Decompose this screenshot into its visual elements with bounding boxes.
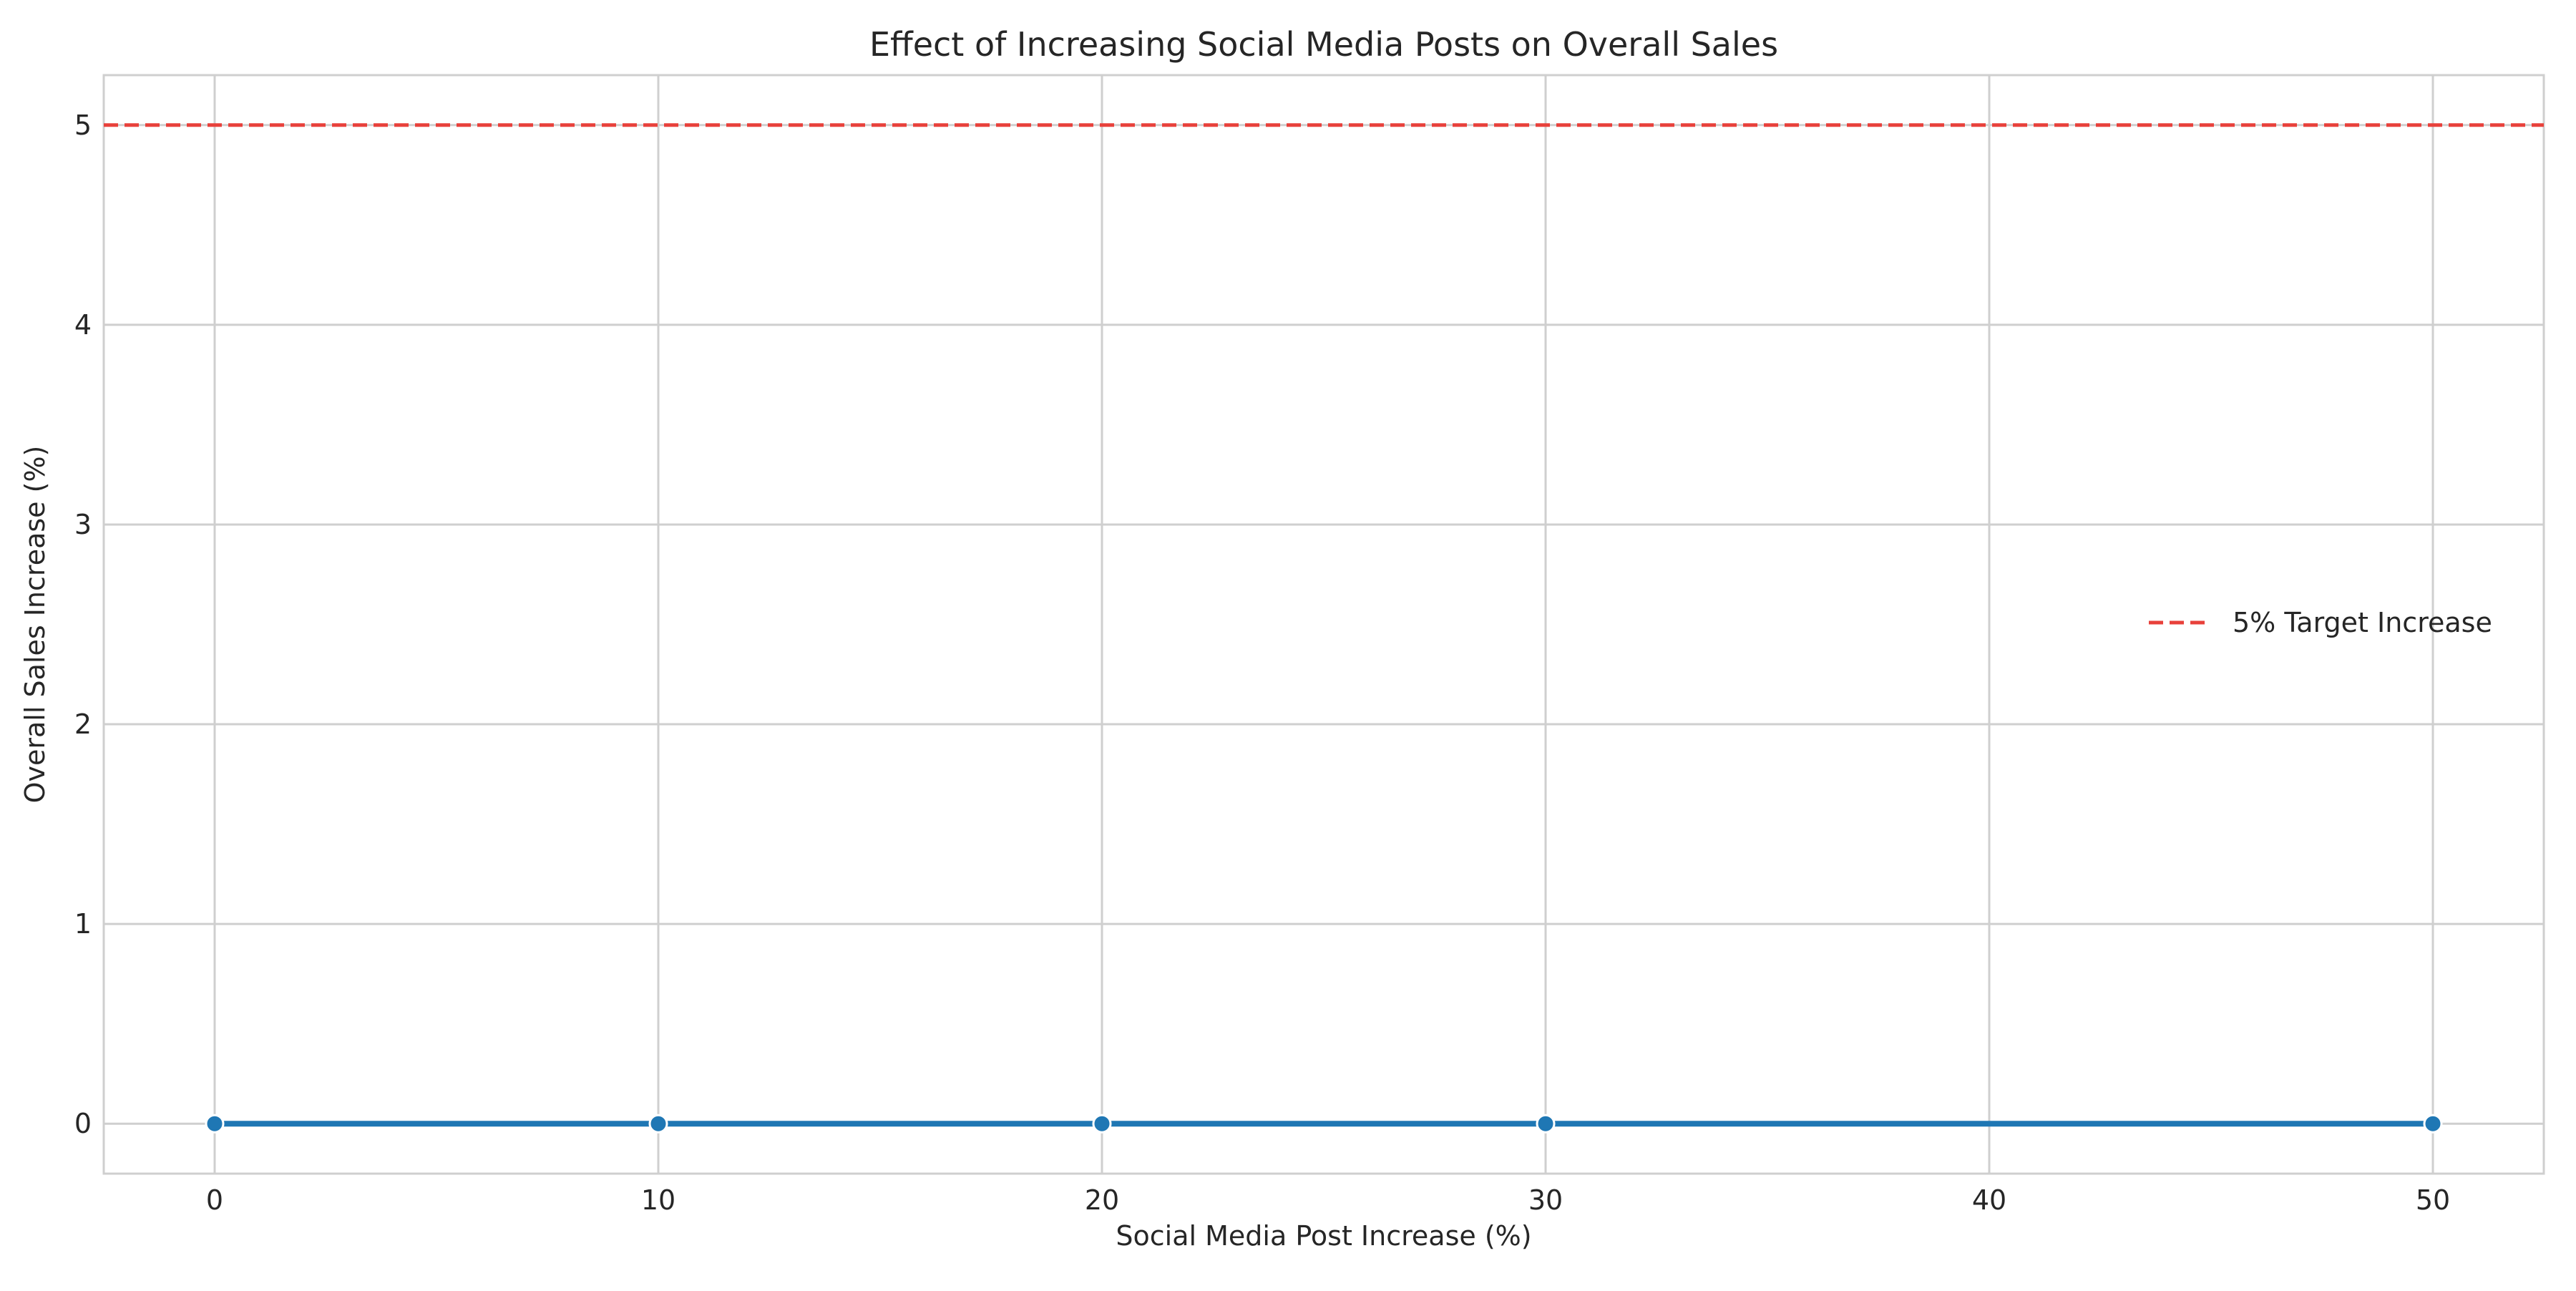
data-point [205, 1114, 225, 1134]
chart-title: Effect of Increasing Social Media Posts … [869, 25, 1778, 64]
data-point [1536, 1114, 1556, 1134]
y-tick-label: 3 [74, 509, 92, 540]
series-layer [205, 1114, 2443, 1134]
x-tick-label: 30 [1528, 1184, 1563, 1216]
plot-frame [102, 74, 2545, 1175]
data-point [648, 1114, 668, 1134]
legend-label-target-increase: 5% Target Increase [2233, 607, 2492, 638]
y-tick-label: 1 [74, 908, 92, 940]
x-tick-label: 20 [1085, 1184, 1119, 1216]
tick-label-layer: 0 10 20 30 40 50 0 1 2 3 4 5 [74, 109, 2450, 1216]
data-point [2423, 1114, 2443, 1134]
legend: 5% Target Increase [2149, 607, 2492, 638]
x-tick-label: 50 [2416, 1184, 2450, 1216]
y-tick-label: 5 [74, 109, 92, 141]
data-point [1092, 1114, 1112, 1134]
y-tick-label: 4 [74, 309, 92, 341]
x-axis-title: Social Media Post Increase (%) [1116, 1220, 1531, 1252]
x-tick-label: 10 [641, 1184, 675, 1216]
x-tick-label: 40 [1972, 1184, 2006, 1216]
y-axis-title: Overall Sales Increase (%) [19, 446, 51, 804]
y-tick-label: 2 [74, 708, 92, 740]
y-tick-label: 0 [74, 1108, 92, 1139]
x-tick-label: 0 [206, 1184, 223, 1216]
